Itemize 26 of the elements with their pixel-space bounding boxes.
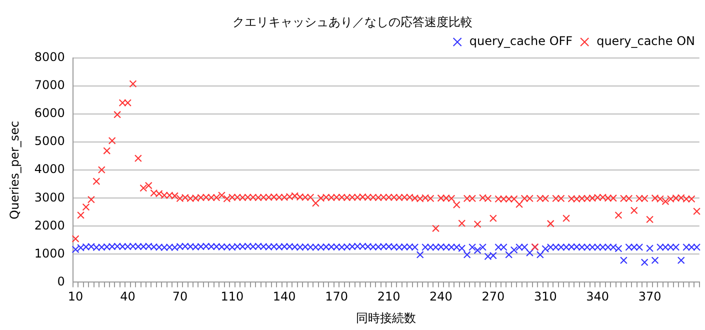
y-tick-label: 1000: [34, 246, 65, 260]
x-tick-label: 10: [68, 290, 84, 304]
y-tick-label: 3000: [34, 190, 65, 204]
legend-label: query_cache ON: [596, 34, 696, 48]
x-tick-label: 270: [482, 290, 505, 304]
y-tick-label: 8000: [34, 50, 65, 64]
y-axis-title: Queries_per_sec: [7, 120, 22, 220]
x-axis-title: 同時接続数: [356, 310, 416, 325]
x-tick-label: 340: [586, 290, 610, 304]
x-tick-label: 110: [220, 290, 244, 304]
y-tick-label: 5000: [34, 134, 65, 148]
x-tick-label: 370: [638, 290, 662, 304]
x-tick-label: 240: [430, 290, 452, 304]
y-tick-label: 4000: [34, 162, 65, 176]
x-tick-label: 70: [172, 290, 188, 304]
y-tick-label: 2000: [34, 218, 65, 232]
y-tick-label: 6000: [34, 106, 65, 120]
x-tick-label: 310: [534, 290, 557, 304]
legend-label: query_cache OFF: [469, 34, 573, 48]
x-tick-label: 140: [272, 290, 296, 304]
x-tick-label: 170: [325, 290, 348, 304]
y-tick-label: 0: [57, 274, 65, 288]
x-tick-label: 40: [120, 290, 136, 304]
chart-title: クエリキャッシュあり／なしの応答速度比較: [232, 14, 474, 31]
y-tick-label: 7000: [34, 78, 65, 92]
x-tick-label: 210: [377, 290, 400, 304]
